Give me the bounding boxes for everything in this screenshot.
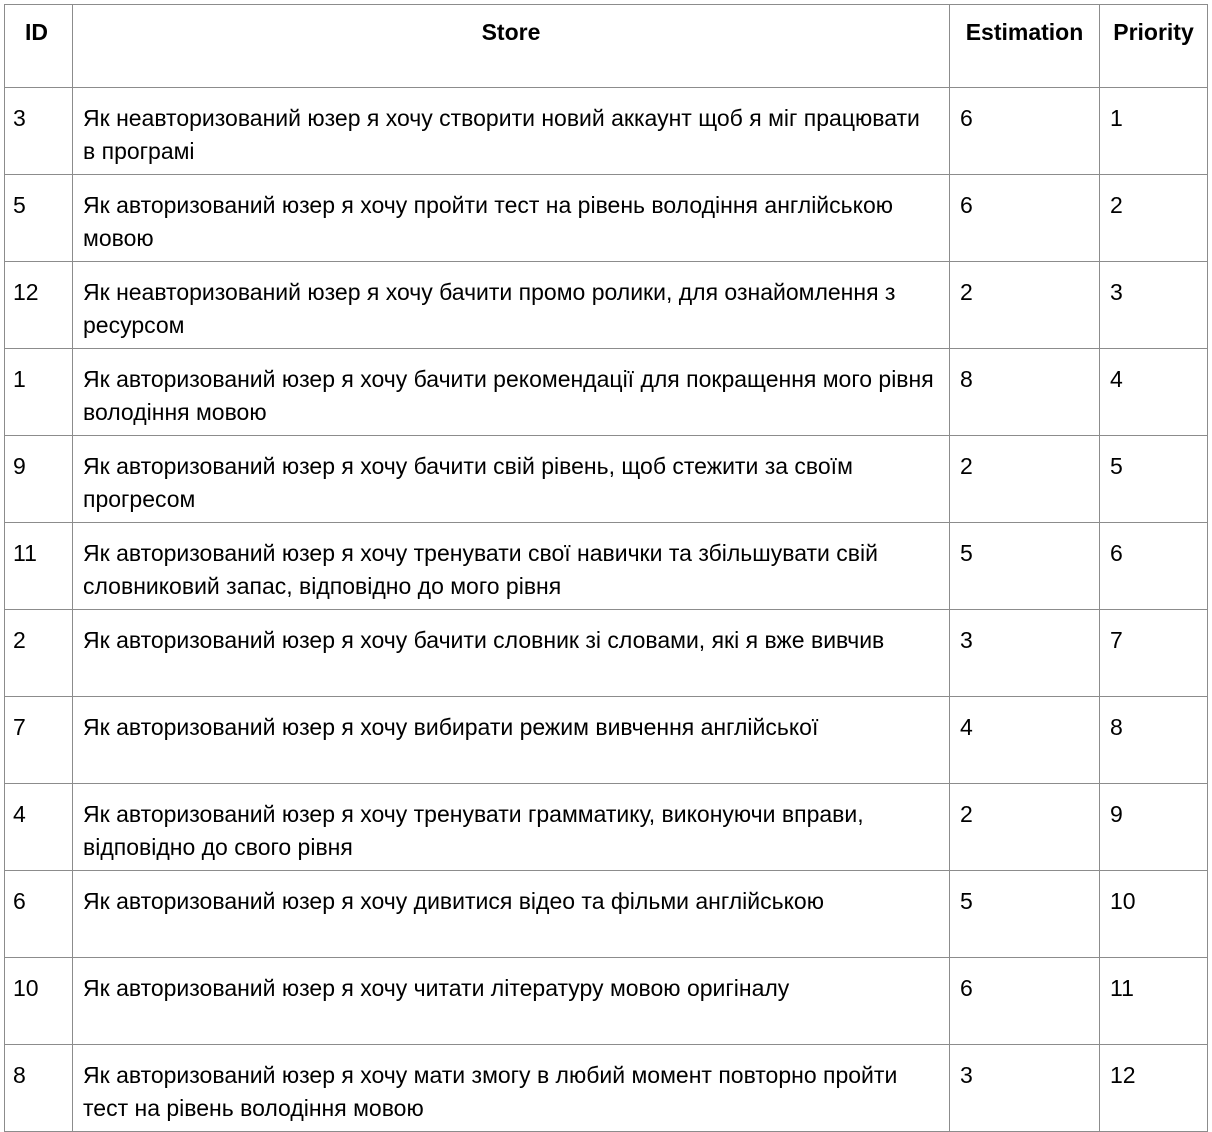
cell-story: Як авторизований юзер я хочу тренувати с… — [72, 522, 950, 610]
cell-priority: 7 — [1099, 609, 1208, 697]
cell-estimation: 6 — [949, 174, 1100, 262]
user-stories-table: ID Store Estimation Priority 3 Як неавто… — [4, 4, 1208, 1132]
cell-estimation: 5 — [949, 522, 1100, 610]
cell-priority: 6 — [1099, 522, 1208, 610]
cell-id: 7 — [4, 696, 73, 784]
header-id: ID — [4, 4, 73, 88]
cell-id: 11 — [4, 522, 73, 610]
header-estimation: Estimation — [949, 4, 1100, 88]
cell-id: 1 — [4, 348, 73, 436]
cell-estimation: 8 — [949, 348, 1100, 436]
cell-story: Як авторизований юзер я хочу вибирати ре… — [72, 696, 950, 784]
cell-story: Як авторизований юзер я хочу пройти тест… — [72, 174, 950, 262]
cell-id: 5 — [4, 174, 73, 262]
table-row: 12 Як неавторизований юзер я хочу бачити… — [4, 261, 1208, 349]
table-row: 2 Як авторизований юзер я хочу бачити сл… — [4, 609, 1208, 697]
header-store: Store — [72, 4, 950, 88]
table-row: 11 Як авторизований юзер я хочу тренуват… — [4, 522, 1208, 610]
cell-id: 10 — [4, 957, 73, 1045]
table-row: 7 Як авторизований юзер я хочу вибирати … — [4, 696, 1208, 784]
cell-estimation: 6 — [949, 957, 1100, 1045]
cell-id: 6 — [4, 870, 73, 958]
cell-id: 12 — [4, 261, 73, 349]
cell-estimation: 3 — [949, 609, 1100, 697]
cell-estimation: 2 — [949, 261, 1100, 349]
cell-priority: 12 — [1099, 1044, 1208, 1132]
cell-priority: 3 — [1099, 261, 1208, 349]
cell-story: Як авторизований юзер я хочу бачити реко… — [72, 348, 950, 436]
table-row: 5 Як авторизований юзер я хочу пройти те… — [4, 174, 1208, 262]
table-row: 6 Як авторизований юзер я хочу дивитися … — [4, 870, 1208, 958]
cell-priority: 8 — [1099, 696, 1208, 784]
cell-story: Як авторизований юзер я хочу дивитися ві… — [72, 870, 950, 958]
cell-priority: 2 — [1099, 174, 1208, 262]
header-priority: Priority — [1099, 4, 1208, 88]
table-row: 9 Як авторизований юзер я хочу бачити св… — [4, 435, 1208, 523]
cell-id: 4 — [4, 783, 73, 871]
cell-id: 8 — [4, 1044, 73, 1132]
table-row: 8 Як авторизований юзер я хочу мати змог… — [4, 1044, 1208, 1132]
cell-priority: 5 — [1099, 435, 1208, 523]
cell-estimation: 3 — [949, 1044, 1100, 1132]
table-header: ID Store Estimation Priority — [4, 4, 1208, 88]
cell-estimation: 6 — [949, 87, 1100, 175]
cell-id: 2 — [4, 609, 73, 697]
cell-estimation: 5 — [949, 870, 1100, 958]
cell-id: 3 — [4, 87, 73, 175]
header-row: ID Store Estimation Priority — [4, 4, 1208, 88]
cell-story: Як авторизований юзер я хочу бачити свій… — [72, 435, 950, 523]
table-row: 4 Як авторизований юзер я хочу тренувати… — [4, 783, 1208, 871]
table-row: 1 Як авторизований юзер я хочу бачити ре… — [4, 348, 1208, 436]
cell-story: Як авторизований юзер я хочу тренувати г… — [72, 783, 950, 871]
table-row: 10 Як авторизований юзер я хочу читати л… — [4, 957, 1208, 1045]
cell-estimation: 2 — [949, 783, 1100, 871]
cell-priority: 1 — [1099, 87, 1208, 175]
cell-story: Як авторизований юзер я хочу читати літе… — [72, 957, 950, 1045]
cell-story: Як авторизований юзер я хочу бачити слов… — [72, 609, 950, 697]
cell-id: 9 — [4, 435, 73, 523]
cell-priority: 10 — [1099, 870, 1208, 958]
cell-estimation: 2 — [949, 435, 1100, 523]
cell-priority: 4 — [1099, 348, 1208, 436]
cell-estimation: 4 — [949, 696, 1100, 784]
table-row: 3 Як неавторизований юзер я хочу створит… — [4, 87, 1208, 175]
cell-story: Як неавторизований юзер я хочу створити … — [72, 87, 950, 175]
cell-story: Як неавторизований юзер я хочу бачити пр… — [72, 261, 950, 349]
cell-story: Як авторизований юзер я хочу мати змогу … — [72, 1044, 950, 1132]
cell-priority: 9 — [1099, 783, 1208, 871]
table-body: 3 Як неавторизований юзер я хочу створит… — [4, 87, 1208, 1132]
cell-priority: 11 — [1099, 957, 1208, 1045]
